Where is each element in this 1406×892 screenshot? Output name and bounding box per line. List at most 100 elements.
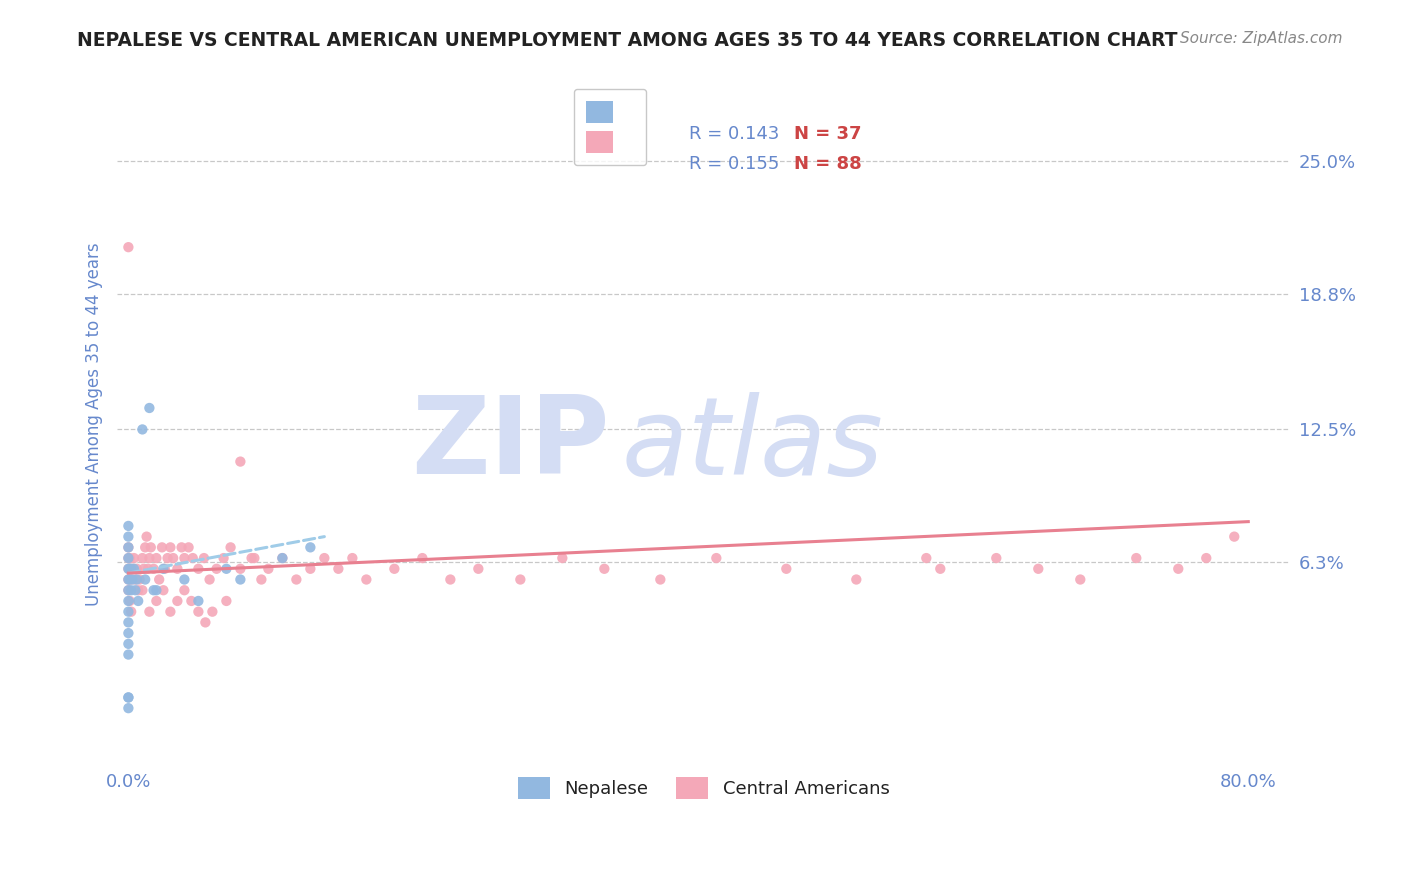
Point [145,551,167,566]
Point [125,573,148,587]
Point [1167,562,1189,576]
Point [120,562,142,576]
Point [159,541,181,555]
Point [177,541,200,555]
Point [509,573,531,587]
Point [166,594,188,608]
Point [170,541,193,555]
Point [117,240,139,254]
Point [152,562,174,576]
Point [145,594,167,608]
Point [219,541,242,555]
Point [328,562,350,576]
Point [117,637,139,651]
Point [929,562,952,576]
Point [593,562,616,576]
Point [240,551,263,566]
Point [131,422,153,436]
Point [125,562,148,576]
Point [117,690,139,705]
Point [117,626,139,640]
Point [285,573,308,587]
Point [166,562,188,576]
Point [117,551,139,566]
Point [845,573,868,587]
Point [121,562,143,576]
Point [243,551,266,566]
Text: ZIP: ZIP [412,392,610,498]
Point [153,562,176,576]
Point [117,541,139,555]
Point [215,594,238,608]
Point [117,530,139,544]
Point [1069,573,1091,587]
Point [356,573,378,587]
Point [205,562,228,576]
Point [117,648,139,662]
Point [131,583,153,598]
Point [117,551,139,566]
Point [117,573,139,587]
Point [132,562,155,576]
Point [299,562,322,576]
Point [145,583,167,598]
Point [1026,562,1049,576]
Point [131,551,153,566]
Point [650,573,672,587]
Point [117,541,139,555]
Point [704,551,727,566]
Point [229,562,252,576]
Point [1223,530,1246,544]
Point [117,562,139,576]
Point [271,551,294,566]
Text: atlas: atlas [621,392,883,497]
Point [201,605,224,619]
Point [194,615,217,630]
Point [257,562,280,576]
Point [118,573,141,587]
Point [156,551,179,566]
Point [117,573,139,587]
Point [139,541,162,555]
Point [181,551,204,566]
Point [299,541,322,555]
Point [124,583,146,598]
Point [915,551,938,566]
Point [193,551,215,566]
Point [173,551,195,566]
Point [142,583,165,598]
Point [117,519,139,533]
Point [411,551,433,566]
Point [187,594,209,608]
Y-axis label: Unemployment Among Ages 35 to 44 years: Unemployment Among Ages 35 to 44 years [86,243,103,606]
Text: NEPALESE VS CENTRAL AMERICAN UNEMPLOYMENT AMONG AGES 35 TO 44 YEARS CORRELATION : NEPALESE VS CENTRAL AMERICAN UNEMPLOYMEN… [77,31,1178,50]
Point [250,573,273,587]
Point [117,583,139,598]
Point [117,701,139,715]
Point [159,605,181,619]
Point [138,401,160,415]
Text: N = 37: N = 37 [794,125,862,143]
Point [134,573,156,587]
Point [162,551,184,566]
Point [120,573,142,587]
Point [180,594,202,608]
Point [1125,551,1147,566]
Point [775,562,797,576]
Point [342,551,364,566]
Point [986,551,1008,566]
Point [122,551,145,566]
Point [439,573,461,587]
Point [150,541,173,555]
Point [117,615,139,630]
Point [117,690,139,705]
Point [135,530,157,544]
Point [127,594,149,608]
Point [271,551,294,566]
Point [142,562,165,576]
Point [118,562,141,576]
Point [173,583,195,598]
Point [212,551,235,566]
Point [136,562,159,576]
Point [467,562,489,576]
